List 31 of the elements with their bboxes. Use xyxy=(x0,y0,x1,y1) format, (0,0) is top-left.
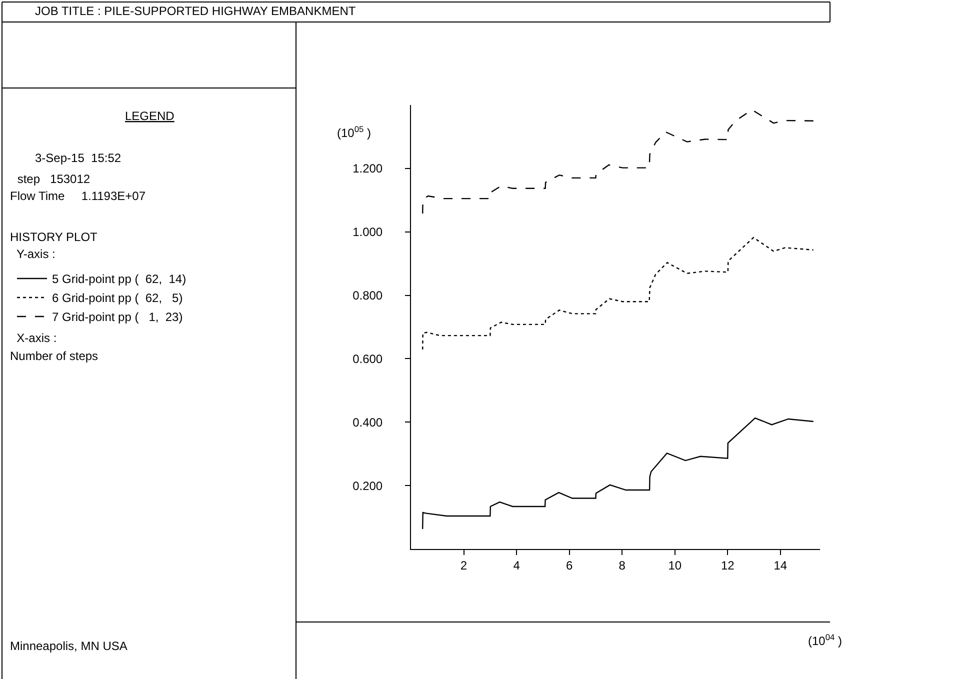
text: Flow Time 1.1193E+07 xyxy=(10,189,146,203)
x-tick-label: 12 xyxy=(720,558,735,572)
y-tick-label: 0.800 xyxy=(352,288,383,302)
text: Number of steps xyxy=(10,349,98,363)
text: JOB TITLE : PILE-SUPPORTED HIGHWAY EMBANKMENT xyxy=(35,4,356,18)
text: Y-axis : xyxy=(10,247,56,261)
y-tick-label: 0.600 xyxy=(352,352,383,366)
text: step 153012 xyxy=(14,172,90,186)
x-tick-label: 14 xyxy=(774,558,788,572)
x-tick-label: 6 xyxy=(566,558,573,572)
legend-title: LEGEND xyxy=(125,109,175,123)
text: Minneapolis, MN USA xyxy=(10,639,128,653)
line-series xyxy=(422,109,814,214)
x-tick-label: 4 xyxy=(513,558,520,572)
legend-label: 7 Grid-point pp ( 1, 23) xyxy=(52,310,183,324)
text: 3-Sep-15 15:52 xyxy=(35,151,122,165)
text: HISTORY PLOT xyxy=(10,230,98,244)
line-series xyxy=(422,236,814,350)
legend-label: 5 Grid-point pp ( 62, 14) xyxy=(52,272,186,286)
y-tick-label: 0.400 xyxy=(352,415,383,430)
y-tick-label: 1.000 xyxy=(352,225,383,240)
x-tick-label: 10 xyxy=(668,558,682,572)
x-tick-label: 2 xyxy=(460,558,468,572)
text: (10$^{04}$ ) xyxy=(808,632,842,648)
x-tick-label: 8 xyxy=(618,558,626,572)
line-series xyxy=(422,417,814,530)
text: (10$^{05}$ ) xyxy=(337,124,372,140)
y-tick-label: 1.200 xyxy=(352,162,383,176)
legend-label: 6 Grid-point pp ( 62, 5) xyxy=(52,291,183,306)
y-tick-label: 0.200 xyxy=(352,478,383,493)
text: X-axis : xyxy=(10,331,57,345)
